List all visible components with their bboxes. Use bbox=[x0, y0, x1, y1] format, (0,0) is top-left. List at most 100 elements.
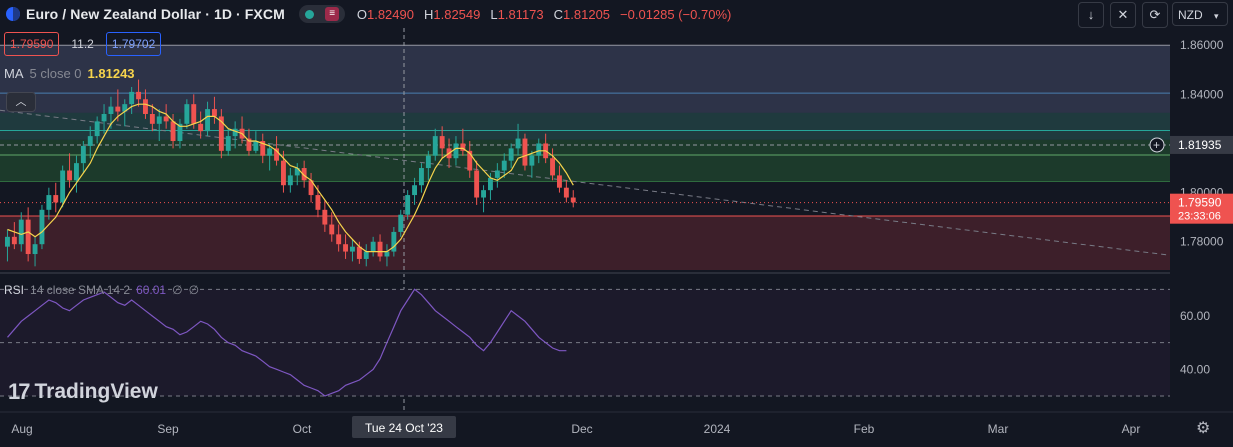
last-price-bg bbox=[1170, 193, 1233, 224]
candle-48 bbox=[336, 234, 342, 245]
price-tick-0: 1.86000 bbox=[1180, 38, 1224, 52]
rsi-extra-2: ∅ bbox=[188, 283, 200, 297]
candle-20 bbox=[143, 99, 148, 114]
candle-36 bbox=[253, 141, 259, 151]
ma-value: 1.81243 bbox=[87, 66, 135, 81]
candle-77 bbox=[536, 143, 542, 156]
currency-label: NZD bbox=[1178, 8, 1203, 22]
candle-79 bbox=[550, 158, 555, 176]
candle-21 bbox=[149, 113, 155, 124]
candle-45 bbox=[315, 195, 321, 210]
add-alert-icon bbox=[1149, 137, 1165, 153]
low-label: L bbox=[490, 6, 498, 22]
spread-value: 11.2 bbox=[71, 37, 94, 51]
candle-58 bbox=[405, 195, 411, 215]
currency-selector[interactable]: NZD ▾ bbox=[1172, 2, 1228, 26]
candle-57 bbox=[398, 214, 404, 232]
candle-69 bbox=[481, 190, 486, 198]
candle-40 bbox=[281, 160, 286, 186]
candle-74 bbox=[515, 138, 521, 149]
candle-3 bbox=[25, 219, 31, 255]
high-label: H bbox=[423, 6, 434, 22]
candle-31 bbox=[218, 116, 224, 151]
ma-line bbox=[7, 103, 574, 253]
open-label: O bbox=[356, 6, 367, 22]
candle-47 bbox=[329, 224, 335, 235]
time-tick-0: Aug bbox=[11, 422, 32, 436]
tradingview-logo[interactable]: 17 TradingView bbox=[8, 379, 158, 405]
candle-25 bbox=[177, 123, 183, 142]
candle-11 bbox=[80, 145, 86, 164]
rsi-value: 60.01 bbox=[136, 283, 167, 297]
time-tick-6: Mar bbox=[988, 422, 1009, 436]
candle-5 bbox=[39, 209, 45, 245]
close-value: 1.81205 bbox=[563, 6, 611, 22]
crosshair-price-bg bbox=[1170, 135, 1233, 154]
chart-header: Euro / New Zealand Dollar · 1D · FXCM ≡ … bbox=[0, 0, 1170, 28]
market-status-pill[interactable]: ≡ bbox=[298, 5, 345, 23]
candle-65 bbox=[453, 143, 459, 159]
candle-55 bbox=[384, 251, 390, 257]
candle-39 bbox=[274, 148, 279, 161]
candle-50 bbox=[350, 246, 355, 252]
crosshair-price-label: 1.81935 bbox=[1178, 138, 1222, 152]
countdown-label: 23:33:06 bbox=[1178, 211, 1221, 223]
candle-54 bbox=[377, 241, 383, 257]
symbol-title[interactable]: Euro / New Zealand Dollar · 1D · FXCM bbox=[26, 6, 285, 22]
candle-63 bbox=[439, 136, 445, 149]
candle-41 bbox=[287, 175, 293, 186]
candle-15 bbox=[108, 106, 114, 114]
eur-nzd-flag-icon bbox=[6, 7, 20, 21]
candle-22 bbox=[156, 116, 162, 124]
candle-4 bbox=[32, 244, 38, 255]
candle-29 bbox=[205, 109, 210, 132]
ma-legend[interactable]: MA 5 close 0 1.81243 bbox=[4, 66, 135, 81]
collapse-legend-button[interactable]: ︿ bbox=[6, 92, 36, 112]
menu-icon: ≡ bbox=[325, 7, 340, 21]
candle-16 bbox=[115, 106, 121, 112]
candle-7 bbox=[53, 195, 59, 203]
candle-73 bbox=[508, 148, 514, 161]
buy-button[interactable]: 1.79702 bbox=[105, 32, 162, 56]
rsi-legend[interactable]: RSI 14 close SMA 14 2 60.01 ∅ ∅ bbox=[4, 283, 199, 297]
price-tick-3: 1.78000 bbox=[1180, 235, 1224, 249]
candle-1 bbox=[11, 236, 17, 245]
tradingview-logo-icon: 17 bbox=[8, 379, 31, 404]
zone-3 bbox=[0, 215, 1170, 270]
time-tick-4: 2024 bbox=[704, 422, 731, 436]
candle-81 bbox=[563, 187, 569, 198]
candle-19 bbox=[136, 91, 141, 100]
candle-42 bbox=[294, 168, 300, 176]
candle-43 bbox=[301, 168, 307, 181]
candle-17 bbox=[122, 104, 128, 112]
fullscreen-icon[interactable]: ⟳ bbox=[1142, 2, 1168, 28]
candle-2 bbox=[18, 219, 24, 245]
low-value: 1.81173 bbox=[497, 6, 544, 22]
collapse-icon[interactable]: ✕ bbox=[1110, 2, 1136, 28]
candle-37 bbox=[260, 141, 266, 156]
trade-panel: 1.79590 11.2 1.79702 bbox=[4, 32, 162, 56]
candle-80 bbox=[557, 175, 562, 188]
chevron-down-icon: ▾ bbox=[1214, 11, 1219, 21]
candle-53 bbox=[370, 241, 376, 252]
candle-38 bbox=[267, 148, 273, 156]
high-value: 1.82549 bbox=[433, 6, 481, 22]
last-price-label: 1.79590 bbox=[1178, 196, 1222, 210]
candle-13 bbox=[94, 121, 100, 137]
rsi-tick-1: 40.00 bbox=[1180, 362, 1210, 376]
candle-76 bbox=[529, 155, 535, 166]
logo-text: TradingView bbox=[34, 380, 158, 403]
arrow-down-icon[interactable]: ↓ bbox=[1078, 2, 1104, 28]
candle-82 bbox=[570, 197, 576, 203]
gear-icon[interactable]: ⚙ bbox=[1196, 420, 1211, 437]
time-tick-5: Feb bbox=[854, 422, 875, 436]
candle-49 bbox=[343, 244, 348, 252]
close-label: C bbox=[553, 6, 564, 22]
sell-button[interactable]: 1.79590 bbox=[4, 32, 60, 56]
candle-35 bbox=[246, 138, 252, 151]
time-tick-1: Sep bbox=[157, 422, 179, 436]
candle-6 bbox=[46, 195, 52, 210]
candle-67 bbox=[467, 150, 473, 171]
candle-24 bbox=[170, 121, 176, 142]
